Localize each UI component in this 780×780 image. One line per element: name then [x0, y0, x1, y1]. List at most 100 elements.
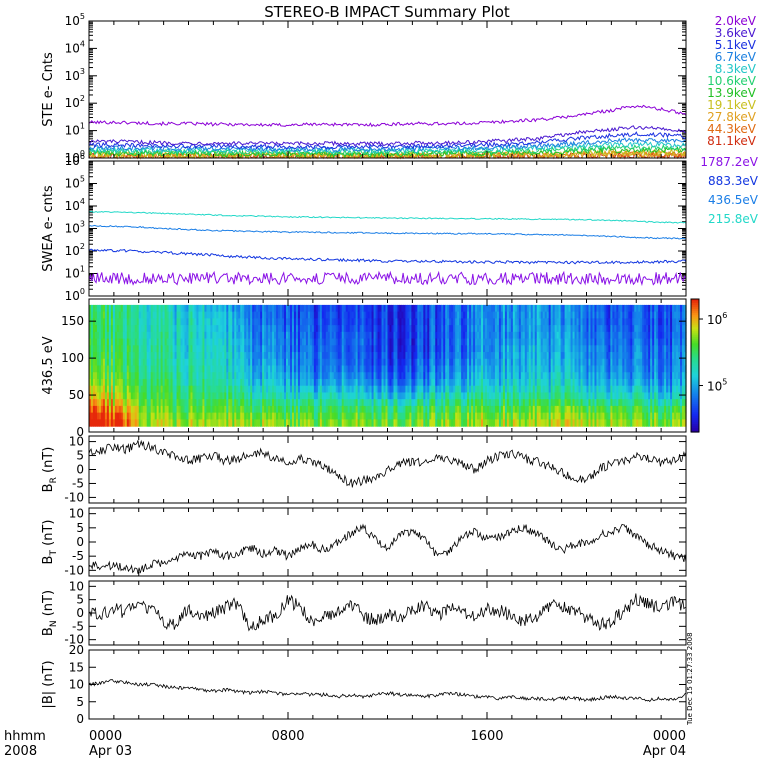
pad-cell [301, 352, 305, 360]
pad-cell [512, 419, 516, 427]
pad-cell [268, 392, 271, 400]
pad-cell [361, 419, 365, 427]
pad-cell [570, 385, 574, 394]
pad-cell [90, 378, 94, 387]
pad-cell [488, 338, 492, 346]
pad-cell [453, 372, 456, 380]
pad-cell [138, 419, 142, 427]
pad-cell [538, 412, 542, 420]
pad-cell [200, 338, 204, 346]
pad-cell [152, 365, 156, 373]
pad-cell [160, 405, 164, 414]
pad-cell [347, 405, 351, 414]
pad-cell [518, 365, 522, 373]
pad-cell [228, 392, 231, 400]
pad-cell [214, 345, 217, 353]
pad-cell [274, 365, 277, 373]
pad-cell [401, 419, 405, 427]
pad-cell [317, 304, 321, 313]
pad-cell [504, 412, 508, 420]
pad-cell [295, 385, 299, 394]
pad-cell [280, 385, 283, 394]
pad-cell [473, 392, 476, 400]
pad-cell [488, 405, 492, 414]
pad-cell [542, 325, 546, 333]
pad-cell [220, 338, 223, 346]
pad-cell [415, 412, 418, 420]
pad-cell [357, 365, 361, 373]
pad-cell [293, 345, 297, 353]
pad-cell [214, 372, 217, 380]
pad-cell [399, 365, 403, 373]
pad-cell [250, 419, 253, 427]
pad-cell [230, 331, 233, 340]
pad-cell [512, 392, 516, 400]
pad-cell [542, 399, 546, 407]
pad-cell [403, 378, 407, 387]
pad-cell [331, 358, 335, 367]
pad-cell [248, 331, 251, 340]
pad-cell [206, 372, 209, 380]
pad-cell [106, 338, 110, 346]
pad-cell [524, 399, 528, 407]
pad-cell [548, 325, 552, 333]
pad-cell [483, 358, 486, 367]
pad-cell [303, 419, 307, 427]
pad-cell [311, 318, 315, 326]
pad-cell [429, 385, 432, 394]
pad-cell [500, 419, 504, 427]
pad-cell [140, 365, 144, 373]
pad-cell [305, 338, 309, 346]
pad-cell [381, 419, 385, 427]
pad-cell [315, 331, 319, 340]
pad-cell [357, 405, 361, 414]
pad-cell [552, 419, 556, 427]
pad-cell [315, 318, 319, 326]
pad-cell [286, 311, 289, 319]
pad-cell [540, 399, 544, 407]
pad-cell [500, 405, 504, 414]
pad-cell [232, 399, 235, 407]
pad-cell [487, 405, 490, 414]
pad-cell [512, 304, 516, 313]
pad-cell [289, 311, 293, 319]
pad-cell [276, 352, 279, 360]
pad-cell [564, 365, 568, 373]
pad-cell [190, 392, 194, 400]
pad-cell [333, 311, 337, 319]
pad-cell [473, 331, 476, 340]
pad-cell [457, 385, 460, 394]
pad-cell [337, 331, 341, 340]
pad-cell [301, 311, 305, 319]
pad-cell [136, 419, 140, 427]
pad-cell [592, 331, 596, 340]
pad-cell [496, 365, 500, 373]
pad-cell [136, 385, 140, 394]
pad-cell [405, 318, 408, 326]
pad-cell [578, 304, 582, 313]
pad-cell [524, 412, 528, 420]
pad-cell [218, 372, 221, 380]
pad-cell [508, 338, 512, 346]
pad-cell [194, 338, 198, 346]
pad-cell [475, 325, 478, 333]
pad-cell [299, 304, 303, 313]
pad-cell [528, 338, 532, 346]
pad-cell [483, 372, 486, 380]
pad-cell [256, 345, 259, 353]
pad-cell [447, 405, 450, 414]
pad-cell [232, 405, 235, 414]
pad-cell [409, 365, 412, 373]
pad-cell [564, 358, 568, 367]
pad-cell [204, 338, 208, 346]
pad-cell [230, 385, 233, 394]
pad-cell [106, 358, 110, 367]
pad-cell [481, 385, 484, 394]
pad-cell [504, 385, 508, 394]
pad-cell [488, 358, 492, 367]
pad-cell [89, 378, 92, 387]
pad-cell [182, 304, 186, 313]
pad-cell [560, 352, 564, 360]
pad-cell [178, 331, 182, 340]
pad-cell [291, 405, 295, 414]
